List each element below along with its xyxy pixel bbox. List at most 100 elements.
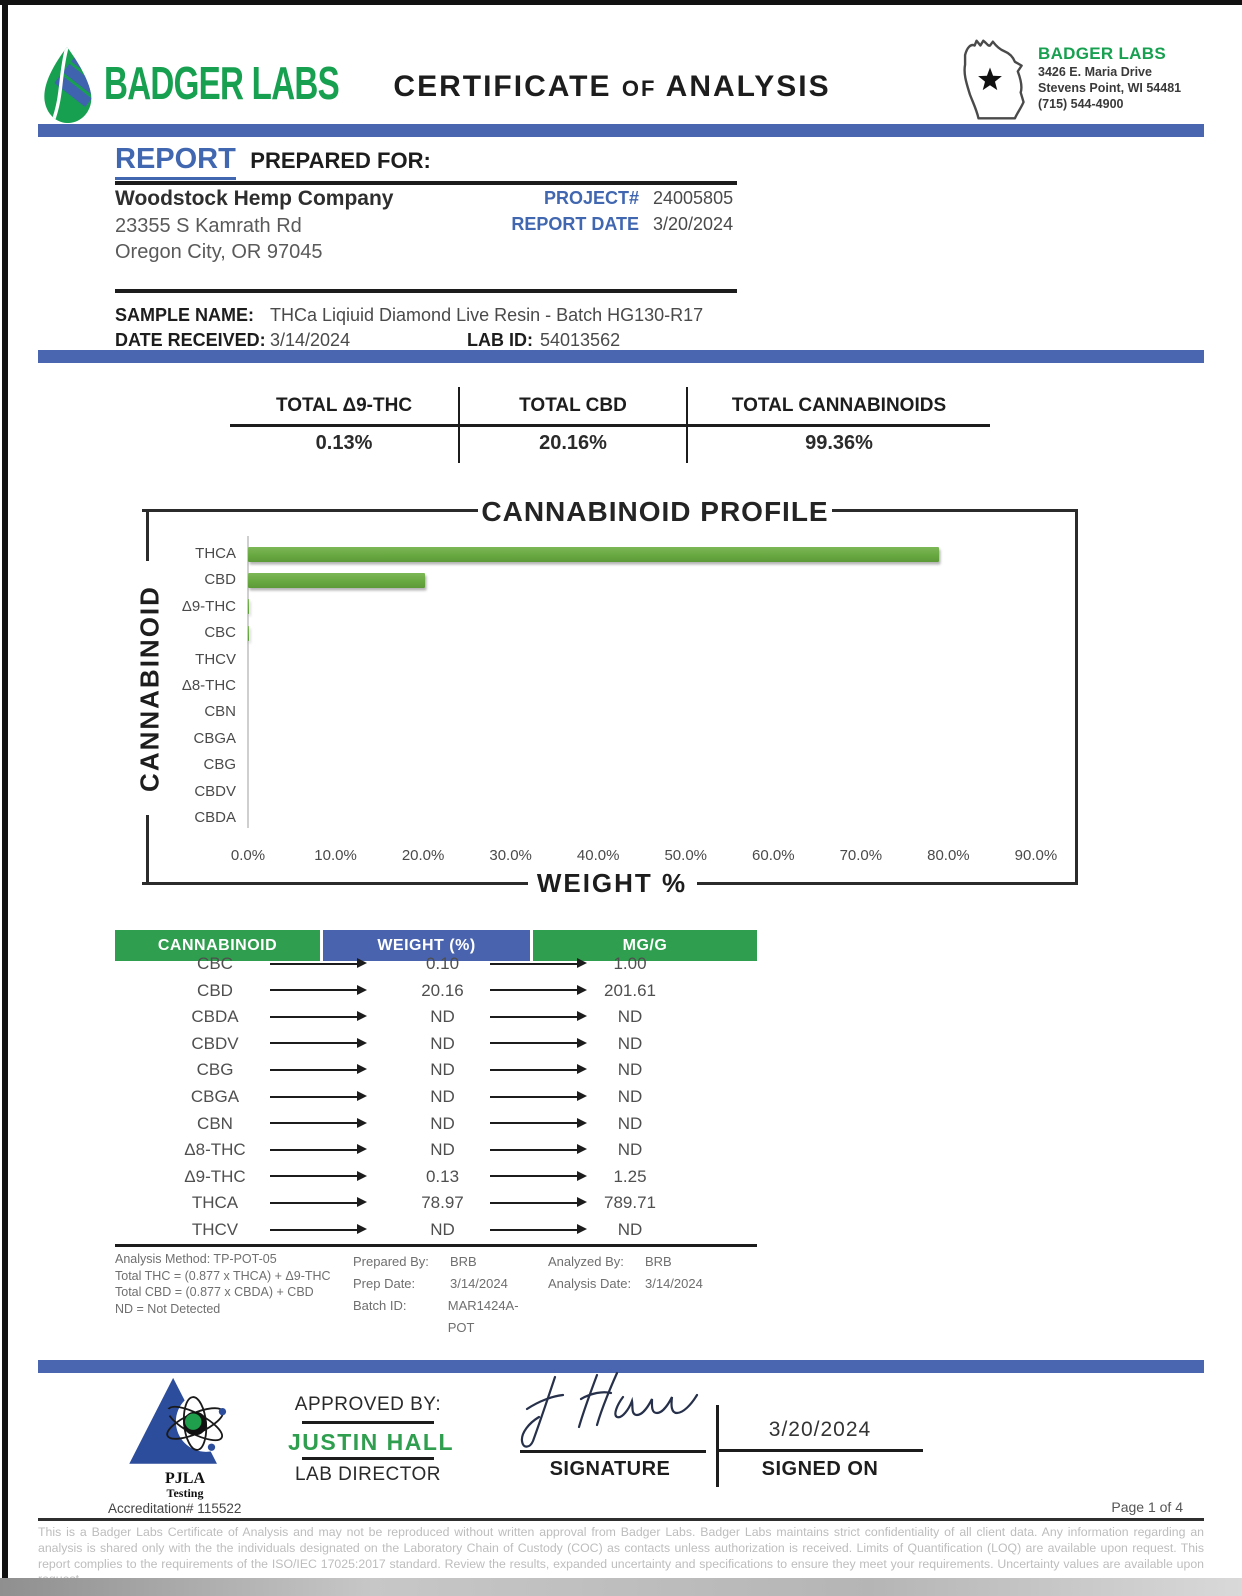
arrow-right-icon xyxy=(490,1090,587,1102)
signed-on-label: SIGNED ON xyxy=(761,1458,879,1480)
table-row: CBC 0.10 1.00 xyxy=(115,950,757,977)
chart-category-label: CBD xyxy=(204,571,236,589)
table-row: Δ8-THC ND ND xyxy=(115,1136,757,1163)
project-number-value: 24005805 xyxy=(653,188,734,208)
chart-category-label: CBDV xyxy=(194,782,236,800)
lab-address-line2: Stevens Point, WI 54481 xyxy=(1038,81,1182,95)
approved-by-label: APPROVED BY: xyxy=(294,1394,442,1415)
table-cell-name: CBGA xyxy=(190,1087,240,1106)
date-received-label: DATE RECEIVED: xyxy=(115,330,266,350)
table-cell-name: CBD xyxy=(197,980,233,1000)
title-of: OF xyxy=(621,76,657,101)
table-row: CBN ND ND xyxy=(115,1110,757,1137)
note-label: Prepared By: xyxy=(353,1254,429,1269)
footer-rule xyxy=(38,1518,1204,1521)
arrow-right-icon xyxy=(270,1117,367,1128)
arrow-right-icon xyxy=(270,1143,367,1155)
divider-bar-bottom xyxy=(38,1360,1204,1373)
sample-name-value: THCa Liqiuid Diamond Live Resin - Batch … xyxy=(270,305,704,325)
note-label: Analysis Date: xyxy=(548,1276,632,1291)
chart-category-label: THCV xyxy=(195,650,236,668)
report-date-value: 3/20/2024 xyxy=(653,214,734,234)
chart-category-label: Δ8-THC xyxy=(181,677,236,694)
table-header-cannabinoid: CANNABINOID xyxy=(115,930,320,961)
table-row: THCA 78.97 789.71 xyxy=(115,1189,757,1216)
approved-rule-bottom xyxy=(302,1457,434,1460)
table-cell-mgg: ND xyxy=(617,1140,643,1160)
table-cell-name: CBG xyxy=(196,1060,234,1080)
table-cell-name: THCA xyxy=(191,1193,239,1213)
chart-category-label: THCA xyxy=(195,545,236,562)
table-cell-weight: 78.97 xyxy=(421,1193,464,1213)
table-row: CBD 20.16 201.61 xyxy=(115,977,757,1004)
table-cell-mgg: 789.71 xyxy=(604,1193,656,1213)
total-value: 0.13% xyxy=(315,432,373,454)
chart-category-label: CBN xyxy=(204,703,236,721)
table-row: Δ9-THC 0.13 1.25 xyxy=(115,1163,757,1190)
approved-rule-top xyxy=(302,1421,434,1424)
report-heading: REPORT PREPARED FOR: xyxy=(115,143,431,180)
arrow-right-icon xyxy=(490,1117,587,1128)
chart-tick-label: 60.0% xyxy=(752,847,795,864)
arrow-right-icon xyxy=(270,1090,367,1102)
total-label: TOTAL CBD xyxy=(519,394,627,416)
chart-frame-top-right xyxy=(832,509,1078,512)
table-cell-name: THCV xyxy=(191,1220,239,1239)
chart-category-label: CBC xyxy=(204,624,236,642)
chart-tick-label: 0.0% xyxy=(230,847,266,864)
notes-prep-block: Prepared By: BRB Prep Date: 3/14/2024 Batch … xyxy=(353,1251,543,1339)
note-value: BRB xyxy=(645,1254,672,1269)
lab-name: BADGER LABS xyxy=(1038,44,1166,63)
lab-address-line1: 3426 E. Maria Drive xyxy=(1038,65,1152,79)
lab-id-label: LAB ID: xyxy=(467,330,533,350)
chart-category-label: CBDA xyxy=(194,809,236,826)
approver-title: LAB DIRECTOR xyxy=(294,1464,442,1485)
table-cell-weight: ND xyxy=(430,1087,455,1106)
approver-name: JUSTIN HALL xyxy=(288,1429,454,1455)
note-row: Batch ID: MAR1424A-POT xyxy=(353,1295,543,1339)
client-address-line1: 23355 S Kamrath Rd xyxy=(115,215,302,237)
table-cell-name: Δ9-THC xyxy=(184,1166,246,1186)
table-row: CBDV ND ND xyxy=(115,1030,757,1057)
table-cell-mgg: ND xyxy=(617,1007,643,1027)
chart-xlabel: WEIGHT % xyxy=(536,868,688,898)
table-cell-mgg: 1.00 xyxy=(613,954,647,973)
report-rule xyxy=(115,181,737,185)
total-column: TOTAL CBD 20.16% xyxy=(458,387,686,463)
arrow-right-icon xyxy=(490,1037,587,1049)
table-row: CBDA ND ND xyxy=(115,1003,757,1030)
total-value: 20.16% xyxy=(539,432,607,454)
pjla-sub: Testing xyxy=(166,1486,204,1500)
arrow-right-icon xyxy=(270,1037,367,1049)
arrow-right-icon xyxy=(270,1196,367,1208)
note-line: Total THC = (0.877 x THCA) + Δ9-THC xyxy=(115,1268,331,1283)
arrow-right-icon xyxy=(270,1010,367,1022)
report-date-label: REPORT DATE xyxy=(511,214,639,234)
note-row: Analyzed By: BRB xyxy=(548,1251,758,1273)
arrow-right-icon xyxy=(490,1143,587,1155)
table-row: THCV ND ND xyxy=(115,1216,757,1243)
badger-labs-leaf-icon xyxy=(38,46,98,124)
chart-frame-left-lower xyxy=(146,815,149,885)
table-cell-weight: ND xyxy=(430,1140,455,1160)
title-analysis: ANALYSIS xyxy=(665,70,831,103)
note-label: Prep Date: xyxy=(353,1276,416,1291)
chart-bar xyxy=(248,599,250,615)
notes-analysis-block: Analyzed By: BRB Analysis Date: 3/14/2024 xyxy=(548,1251,758,1295)
report-word: REPORT xyxy=(115,143,236,180)
table-cell-name: CBDV xyxy=(191,1033,239,1053)
totals-rule xyxy=(230,424,990,427)
total-column: TOTAL Δ9-THC 0.13% xyxy=(230,387,458,463)
title-certificate: CERTIFICATE xyxy=(393,70,612,103)
table-cell-weight: 20.16 xyxy=(421,980,464,1000)
chart-title: CANNABINOID PROFILE xyxy=(481,496,829,527)
table-bottom-rule xyxy=(115,1244,757,1247)
table-cell-name: CBN xyxy=(197,1113,233,1133)
signature-divider xyxy=(716,1405,719,1487)
table-cell-mgg: ND xyxy=(617,1113,643,1133)
signed-on-rule xyxy=(717,1449,923,1452)
note-row: Prepared By: BRB xyxy=(353,1251,543,1273)
client-address-line2: Oregon City, OR 97045 xyxy=(115,241,323,263)
scan-edge-top xyxy=(0,0,1242,5)
